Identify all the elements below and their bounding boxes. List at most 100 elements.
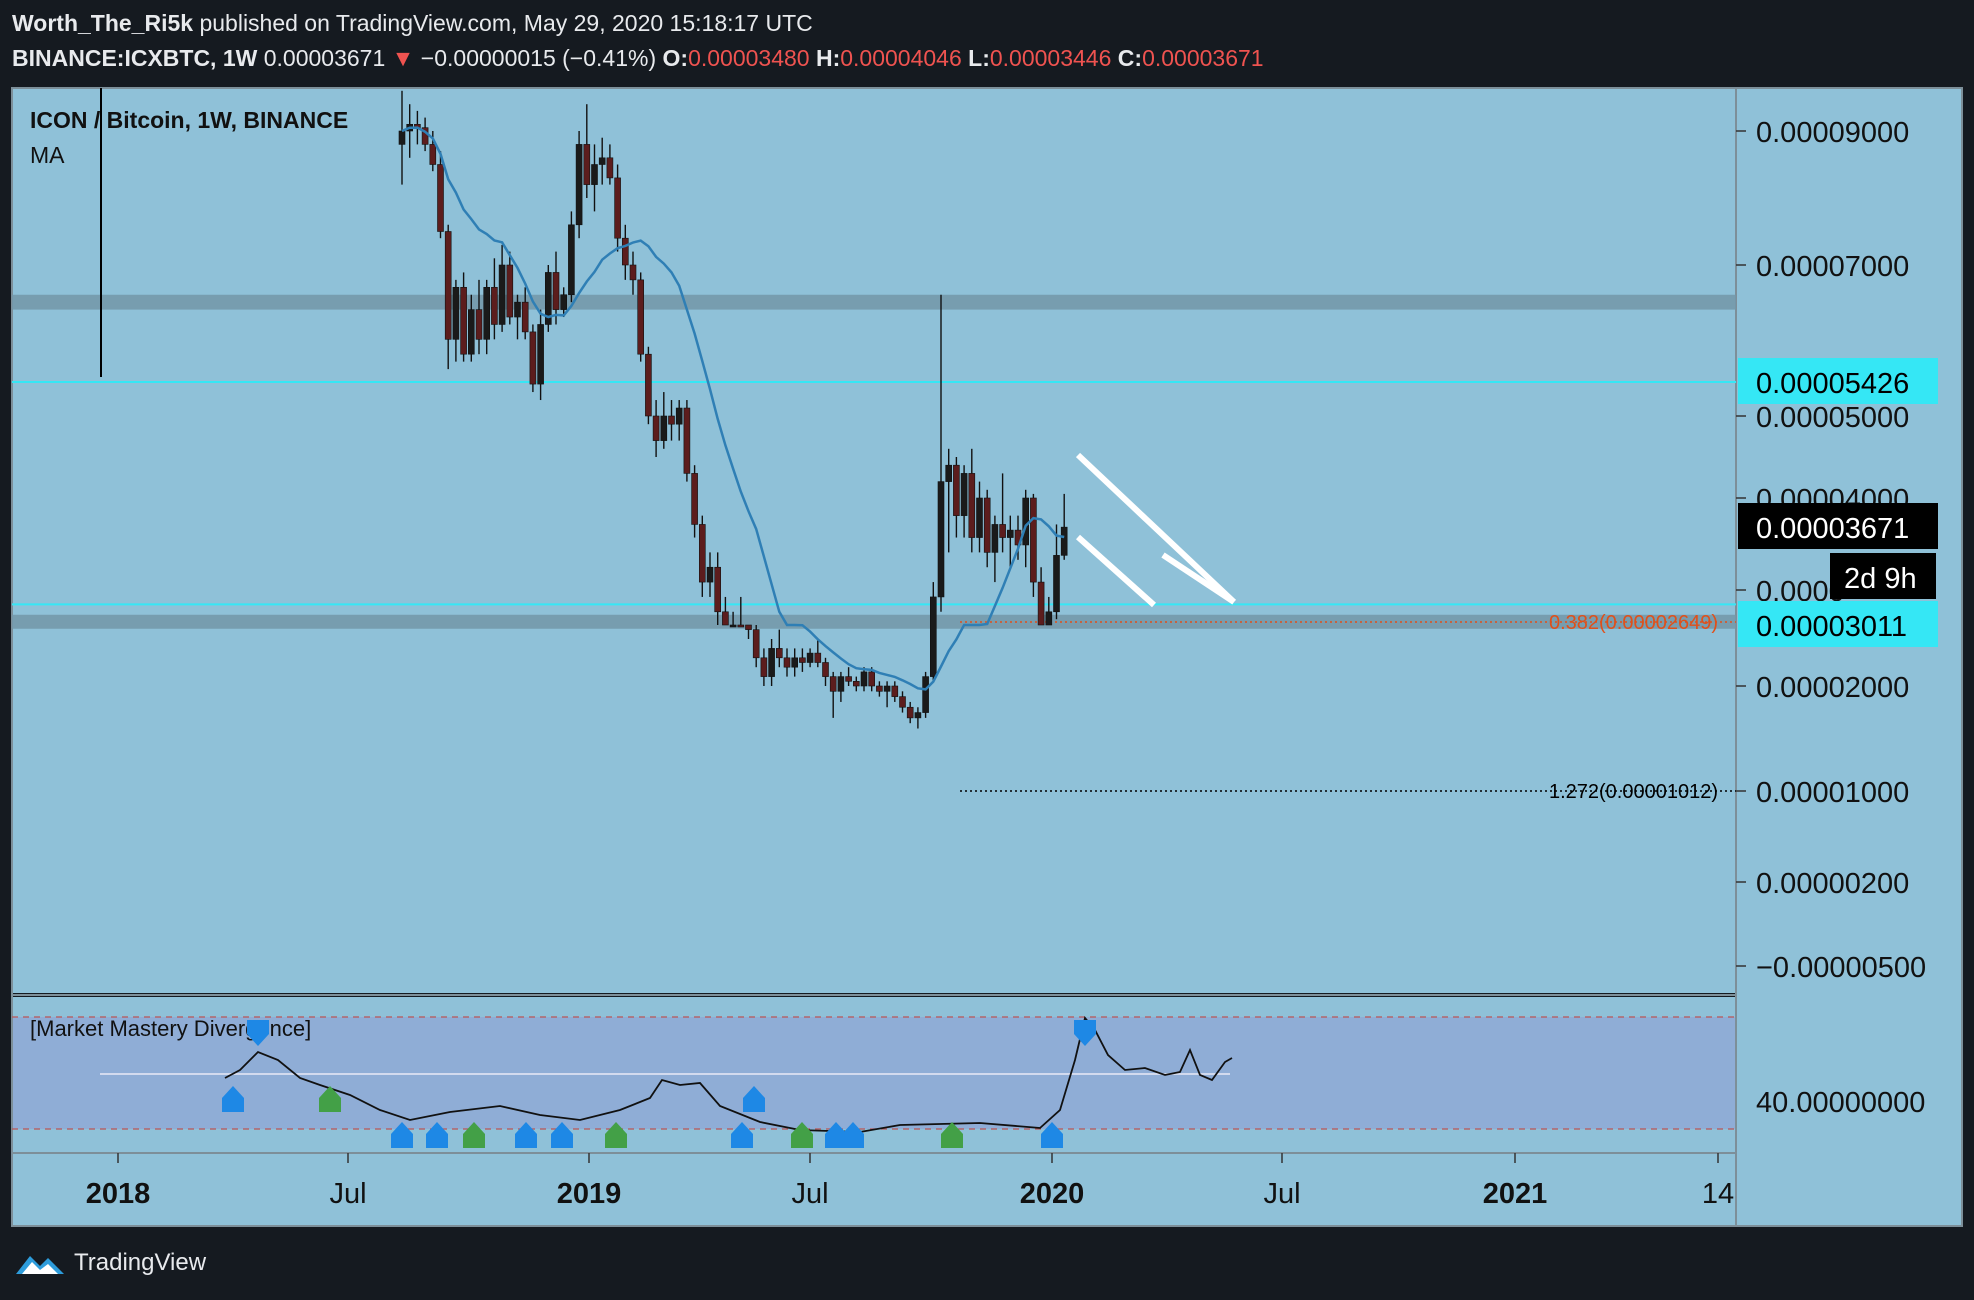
price-label-box [1830, 553, 1936, 599]
candle-body [791, 657, 799, 668]
candle-body [529, 331, 537, 385]
time-axis-label: Jul [1263, 1178, 1300, 1210]
candle-body [983, 497, 991, 553]
candle-body [968, 473, 976, 538]
candle-body [552, 272, 560, 310]
candle-body [922, 676, 929, 713]
candle-body [729, 624, 737, 628]
candle-body [437, 164, 444, 232]
high-label: H: [815, 45, 841, 71]
candle-body [460, 286, 467, 355]
time-axis-label: Jul [791, 1178, 828, 1210]
candle-body [829, 676, 837, 692]
candle-body [1053, 555, 1060, 613]
price-label-box [1738, 503, 1938, 549]
change-arrow-icon: ▼ [391, 45, 415, 71]
support-zone [12, 294, 1736, 310]
buy-signal-icon [605, 1122, 627, 1148]
candle-body [614, 177, 621, 239]
high-value: 0.00004046 [840, 45, 962, 71]
buy-signal-icon [731, 1122, 753, 1148]
candle-body [706, 566, 714, 583]
chart-frame [11, 87, 1963, 1227]
buy-signal-icon [426, 1122, 448, 1148]
low-label: L: [968, 45, 990, 71]
close-label: C: [1117, 45, 1143, 71]
price-axis-label: 0.00005000 [1756, 402, 1909, 434]
time-axis-pane [12, 1153, 1736, 1226]
candle-body [568, 224, 575, 296]
candle-body [598, 157, 606, 165]
buy-signal-icon [743, 1086, 765, 1112]
chart-legend-indicator: MA [30, 142, 65, 168]
indicator-band [12, 1017, 1736, 1129]
candle-body [814, 652, 822, 663]
time-axis-label: 2020 [1020, 1178, 1085, 1210]
price-label-text: 0.00005426 [1756, 368, 1909, 400]
candle-body [591, 164, 598, 185]
candle-body [760, 657, 768, 677]
trendline-lower [1075, 534, 1157, 608]
price-label-box [1738, 358, 1938, 404]
candle-body [845, 676, 852, 682]
candle-body [606, 157, 614, 179]
candle-body [467, 309, 475, 355]
buy-signal-icon [825, 1122, 847, 1148]
candle-body [953, 464, 960, 516]
candle-body [683, 407, 691, 474]
price-axis-label: −0.00000500 [1756, 952, 1926, 984]
price-axis-label: 0.00002000 [1756, 672, 1909, 704]
tradingview-logo-icon [16, 1256, 64, 1274]
candle-body [621, 237, 629, 266]
price-axis-label: 0.00000200 [1756, 868, 1909, 900]
sell-signal-icon [247, 1020, 269, 1046]
brand-label[interactable]: TradingView [74, 1249, 207, 1276]
price-label-text: 0.00003011 [1756, 611, 1907, 643]
candle-body [452, 286, 460, 340]
candle-body [1022, 497, 1030, 546]
candle-body [775, 648, 783, 659]
candle-body [544, 272, 552, 325]
symbol-label: BINANCE:ICXBTC, 1W [12, 45, 258, 71]
trendline-lower [1161, 552, 1236, 605]
open-label: O: [662, 45, 689, 71]
candle-body [937, 481, 945, 598]
buy-signal-icon [941, 1122, 963, 1148]
time-axis-label: 2019 [557, 1178, 622, 1210]
candle-body [1006, 529, 1014, 538]
candle-body [868, 671, 876, 687]
open-value: 0.00003480 [688, 45, 810, 71]
candle-body [498, 264, 506, 325]
time-axis-label: 2021 [1483, 1178, 1548, 1210]
author-name[interactable]: Worth_The_Ri5k [12, 10, 194, 36]
candle-body [475, 309, 483, 340]
candle-body [945, 464, 953, 482]
candle-body [899, 696, 906, 708]
candle-body [560, 294, 568, 310]
price-axis-pane [1736, 88, 1962, 1226]
price-pane [12, 88, 1736, 993]
indicator-title: [Market Mastery Divergence] [30, 1016, 311, 1041]
buy-signal-icon [1041, 1122, 1063, 1148]
buy-signal-icon [463, 1122, 485, 1148]
candle-body [1045, 611, 1053, 626]
candle-body [822, 662, 829, 677]
candle-body [652, 415, 660, 441]
footer: TradingView [14, 1248, 206, 1278]
candle-body [806, 652, 814, 663]
price-chart[interactable]: 0.382(0.00002649) 1.272(0.00001012) 0.0000… [0, 0, 1974, 1240]
candle-body [999, 524, 1006, 538]
candle-body [976, 497, 983, 538]
candle-body [444, 231, 452, 340]
buy-signal-icon [791, 1122, 813, 1148]
moving-average-line [401, 126, 1065, 691]
candle-body [837, 676, 845, 692]
candle-body [398, 130, 406, 145]
candle-body [575, 144, 583, 226]
candle-body [876, 685, 883, 692]
time-axis-label: Jul [329, 1178, 366, 1210]
candle-body [491, 286, 498, 325]
close-value: 0.00003671 [1142, 45, 1264, 71]
candle-body [852, 681, 860, 687]
candle-body [799, 657, 806, 663]
